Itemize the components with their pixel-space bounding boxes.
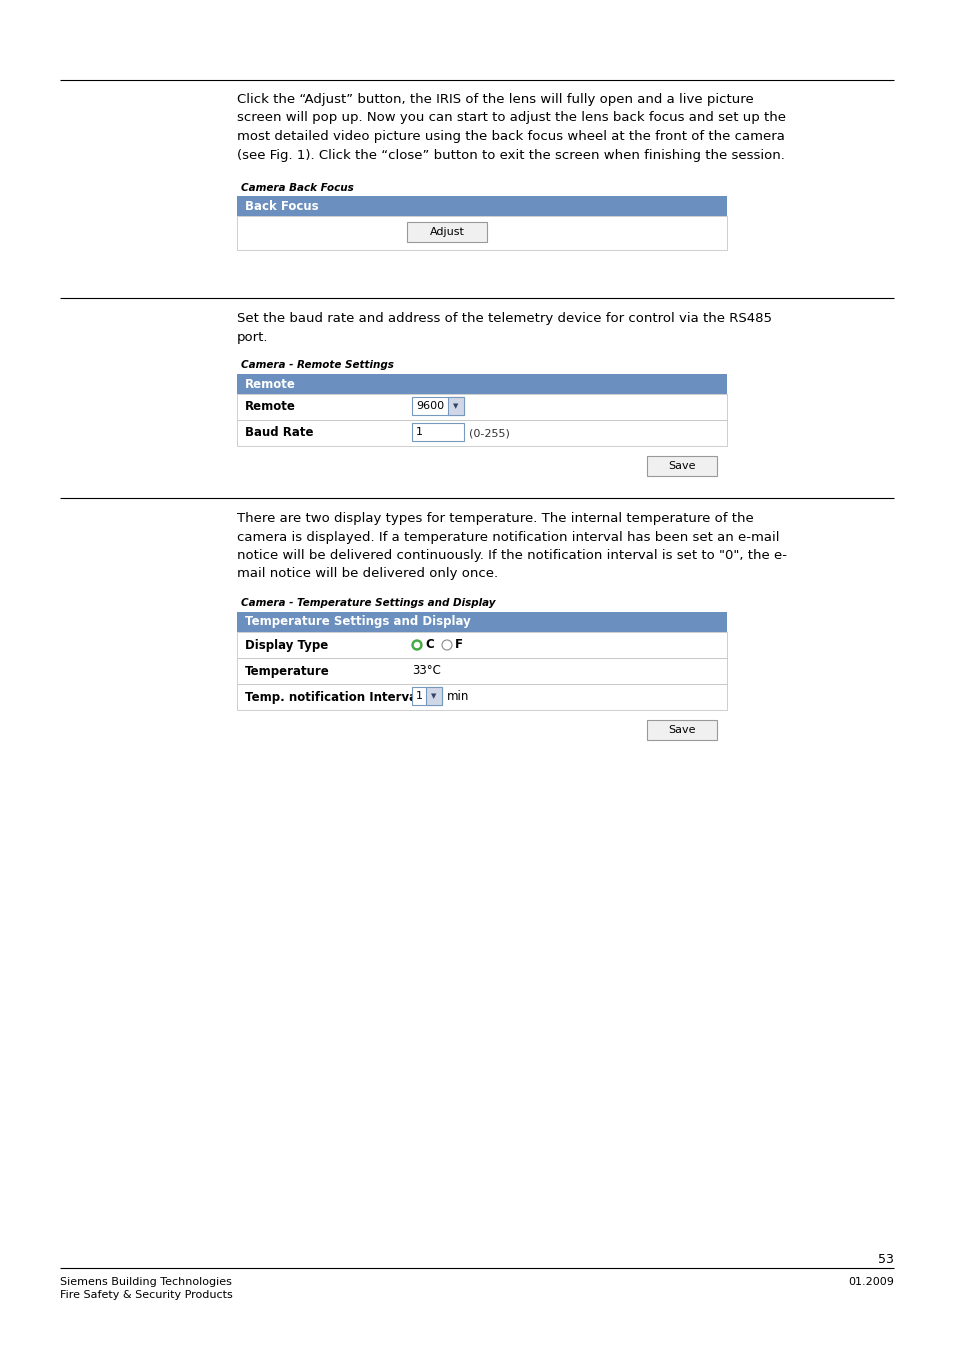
Text: 9600: 9600 xyxy=(416,401,444,410)
Bar xyxy=(236,374,726,394)
Text: Back Focus: Back Focus xyxy=(245,200,318,212)
Text: Temp. notification Interval: Temp. notification Interval xyxy=(245,690,420,703)
Bar xyxy=(236,657,726,684)
Text: Baud Rate: Baud Rate xyxy=(245,427,314,440)
Text: 01.2009: 01.2009 xyxy=(847,1277,893,1287)
Text: F: F xyxy=(455,639,462,652)
Text: Camera - Remote Settings: Camera - Remote Settings xyxy=(241,360,394,370)
Text: Remote: Remote xyxy=(245,401,295,413)
Text: min: min xyxy=(447,690,469,703)
Bar xyxy=(407,221,486,242)
Bar xyxy=(412,423,463,441)
Text: Display Type: Display Type xyxy=(245,639,328,652)
Text: 53: 53 xyxy=(877,1253,893,1266)
Bar xyxy=(448,397,463,414)
Text: 1: 1 xyxy=(416,427,422,437)
Text: Temperature Settings and Display: Temperature Settings and Display xyxy=(245,616,470,629)
Bar xyxy=(646,456,717,477)
Text: Click the “Adjust” button, the IRIS of the lens will fully open and a live pictu: Click the “Adjust” button, the IRIS of t… xyxy=(236,93,785,162)
Circle shape xyxy=(412,640,421,649)
Text: Set the baud rate and address of the telemetry device for control via the RS485
: Set the baud rate and address of the tel… xyxy=(236,312,771,343)
Bar xyxy=(236,394,726,420)
Circle shape xyxy=(414,643,419,648)
Text: Camera Back Focus: Camera Back Focus xyxy=(241,184,354,193)
Text: C: C xyxy=(424,639,434,652)
Bar xyxy=(426,687,441,705)
Text: Camera - Temperature Settings and Display: Camera - Temperature Settings and Displa… xyxy=(241,598,495,608)
Bar xyxy=(236,684,726,710)
Bar xyxy=(236,420,726,446)
Bar xyxy=(412,687,441,705)
Text: Save: Save xyxy=(667,460,695,471)
Bar xyxy=(236,196,726,216)
Circle shape xyxy=(441,640,452,649)
Text: ▼: ▼ xyxy=(431,693,436,699)
Bar xyxy=(236,216,726,250)
Text: Temperature: Temperature xyxy=(245,664,330,678)
Text: Adjust: Adjust xyxy=(429,227,464,238)
Text: 1: 1 xyxy=(416,691,422,701)
Text: 33°C: 33°C xyxy=(412,664,440,678)
Bar xyxy=(412,397,463,414)
Text: Fire Safety & Security Products: Fire Safety & Security Products xyxy=(60,1291,233,1300)
Bar xyxy=(646,720,717,740)
Text: Save: Save xyxy=(667,725,695,734)
Bar xyxy=(236,612,726,632)
Text: Remote: Remote xyxy=(245,378,295,390)
Text: (0-255): (0-255) xyxy=(469,428,509,437)
Text: There are two display types for temperature. The internal temperature of the
cam: There are two display types for temperat… xyxy=(236,512,786,580)
Text: ▼: ▼ xyxy=(453,404,458,409)
Text: Siemens Building Technologies: Siemens Building Technologies xyxy=(60,1277,232,1287)
Bar xyxy=(236,632,726,657)
